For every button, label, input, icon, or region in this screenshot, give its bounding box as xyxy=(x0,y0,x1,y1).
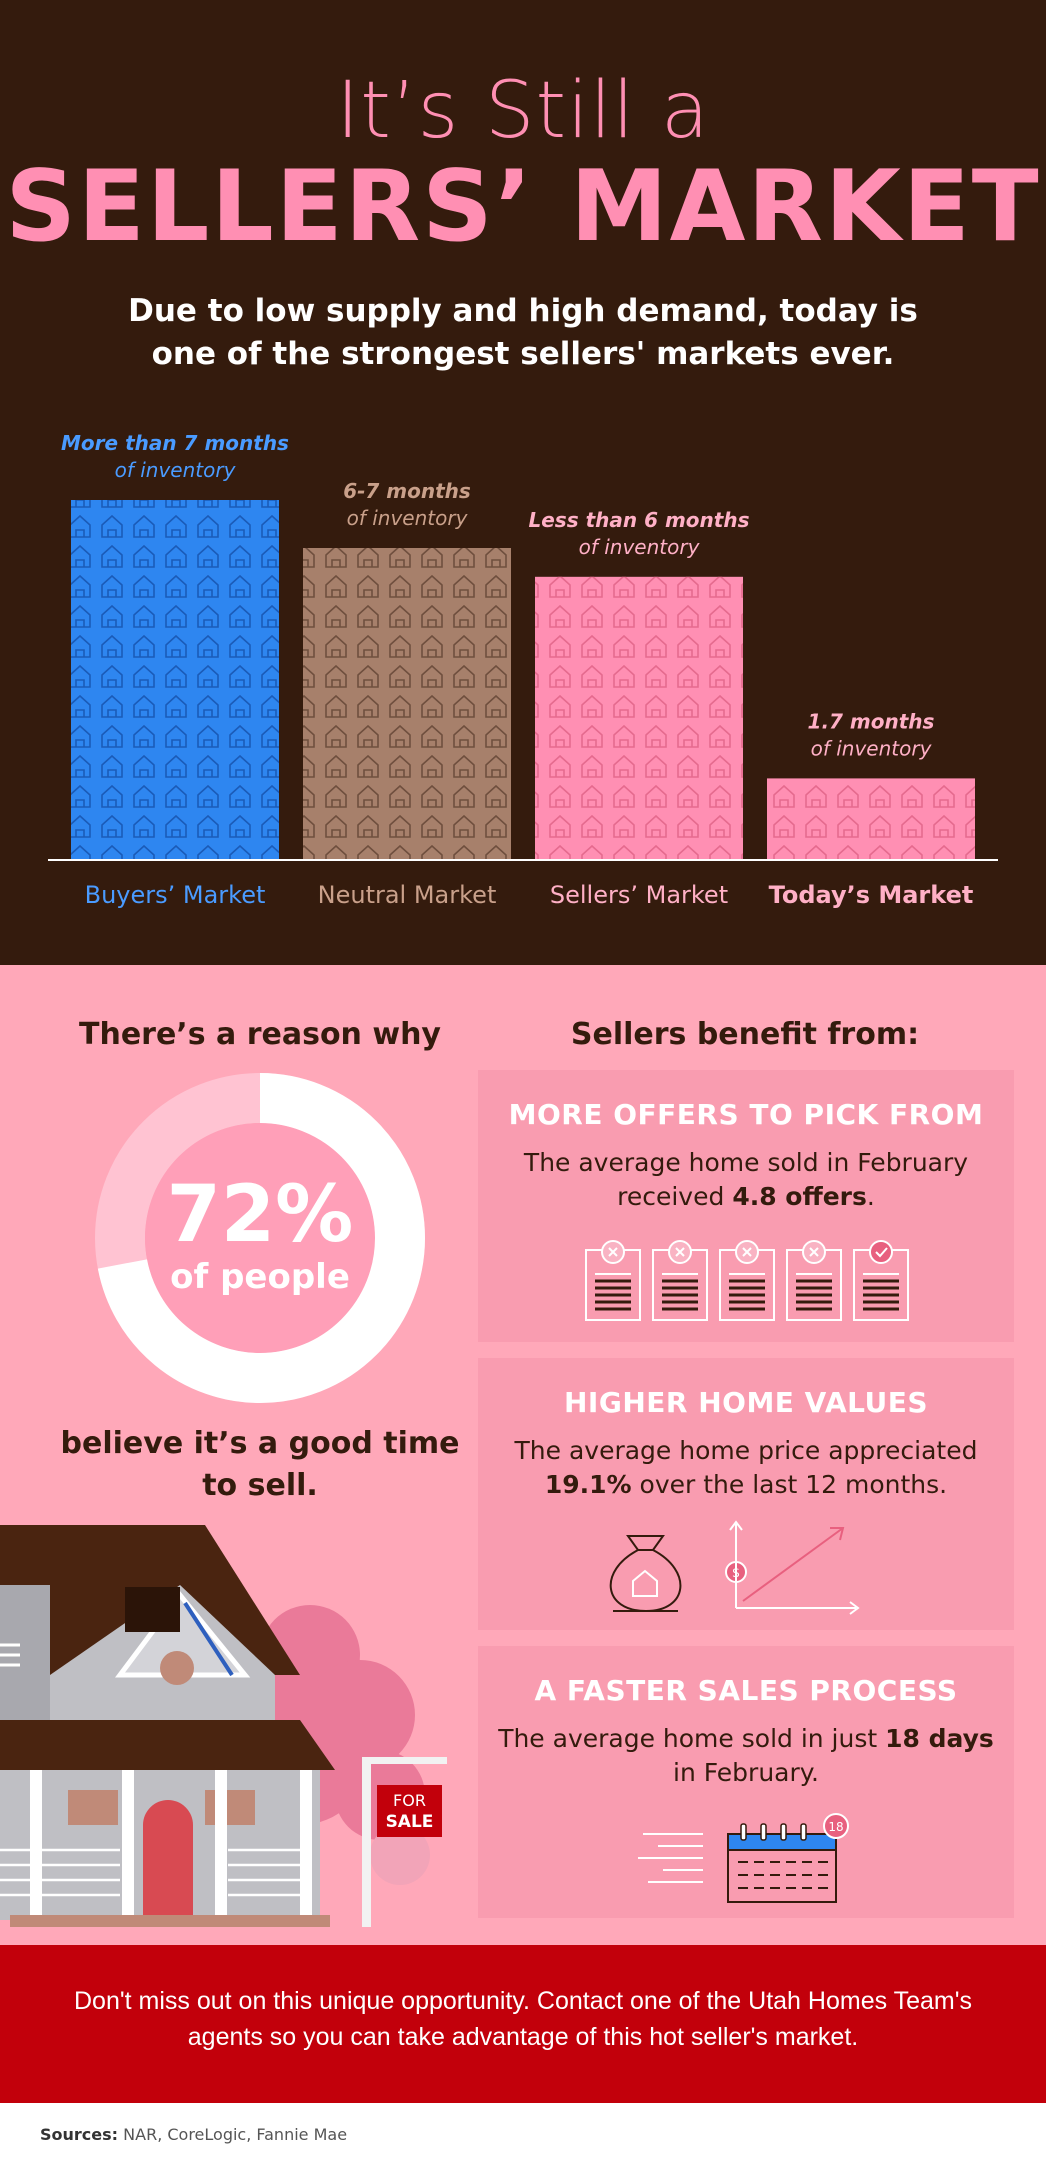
offer-document-4 xyxy=(853,1240,909,1321)
house-illustration: FOR SALE xyxy=(0,1525,447,1927)
card-text: The average home sold in February receiv… xyxy=(523,1148,969,1211)
bar-label-3-1: of inventory xyxy=(811,736,933,760)
bar-label-0-1: of inventory xyxy=(115,458,237,482)
benefits-title: Sellers benefit from: xyxy=(570,1017,920,1052)
inventory-bar-chart: More than 7 months of inventory Buyers’ Ma… xyxy=(48,431,998,909)
hero-description: Due to low supply and high demand, today… xyxy=(128,293,918,372)
offer-documents-icon xyxy=(585,1240,909,1321)
cta-banner: Don't miss out on this unique opportunit… xyxy=(0,1945,1046,2103)
card-text: The average home price appreciated 19.1%… xyxy=(514,1436,978,1499)
benefit-card-values: HIGHER HOME VALUES The average home pric… xyxy=(478,1358,1014,1630)
bar-pattern-2 xyxy=(535,576,743,860)
reason-title: There’s a reason why xyxy=(79,1017,441,1052)
card-title: HIGHER HOME VALUES xyxy=(564,1386,928,1419)
for-sale-line2: SALE xyxy=(386,1812,434,1832)
sources-text: NAR, CoreLogic, Fannie Mae xyxy=(123,2125,348,2144)
bar-pattern-0 xyxy=(71,500,279,860)
offer-document-0 xyxy=(585,1240,641,1321)
cta-text: Don't miss out on this unique opportunit… xyxy=(74,1987,972,2051)
bar-label-0-0: More than 7 months xyxy=(61,431,289,455)
donut-arc xyxy=(95,1073,425,1403)
money-bag-growth-icon: $ xyxy=(609,1520,860,1615)
category-label-3: Today’s Market xyxy=(769,881,974,909)
offer-document-3 xyxy=(786,1240,842,1321)
sources: Sources: NAR, CoreLogic, Fannie Mae xyxy=(40,2125,347,2144)
calendar-badge: 18 xyxy=(828,1820,843,1834)
category-label-2: Sellers’ Market xyxy=(550,881,728,909)
bar-label-1-0: 6-7 months xyxy=(343,479,471,503)
card-title: A FASTER SALES PROCESS xyxy=(534,1674,958,1707)
bar-pattern-3 xyxy=(767,778,975,860)
category-label-1: Neutral Market xyxy=(318,881,497,909)
donut-value: 72% xyxy=(166,1170,354,1260)
card-text: The average home sold in just 18 days in… xyxy=(498,1724,994,1787)
for-sale-line1: FOR xyxy=(393,1791,426,1810)
benefits-section: There’s a reason why Sellers benefit fro… xyxy=(0,965,1046,1945)
bar-label-1-1: of inventory xyxy=(347,506,469,530)
donut-chart xyxy=(95,1073,425,1403)
benefit-card-speed: A FASTER SALES PROCESS The average home … xyxy=(478,1646,1014,1918)
bar-label-2-1: of inventory xyxy=(579,535,701,559)
offer-document-1 xyxy=(652,1240,708,1321)
bar-label-2-0: Less than 6 months xyxy=(529,508,750,532)
sources-label: Sources: xyxy=(40,2125,119,2144)
donut-unit: of people xyxy=(170,1257,350,1297)
hero-title: SELLERS’ MARKET xyxy=(5,150,1041,264)
hero-subtitle: It’s Still a xyxy=(336,66,710,156)
card-title: MORE OFFERS TO PICK FROM xyxy=(508,1098,984,1131)
reason-caption: believe it’s a good time to sell. xyxy=(60,1426,460,1503)
hero-section: It’s Still a SELLERS’ MARKET Due to low … xyxy=(0,0,1046,965)
donut-inner xyxy=(145,1123,375,1353)
benefit-card-offers: MORE OFFERS TO PICK FROM The average hom… xyxy=(478,1070,1014,1342)
offer-document-2 xyxy=(719,1240,775,1321)
bar-label-3-0: 1.7 months xyxy=(808,709,935,733)
bar-pattern-1 xyxy=(303,548,511,860)
category-label-0: Buyers’ Market xyxy=(85,881,266,909)
calendar-icon: 18 xyxy=(638,1813,849,1903)
